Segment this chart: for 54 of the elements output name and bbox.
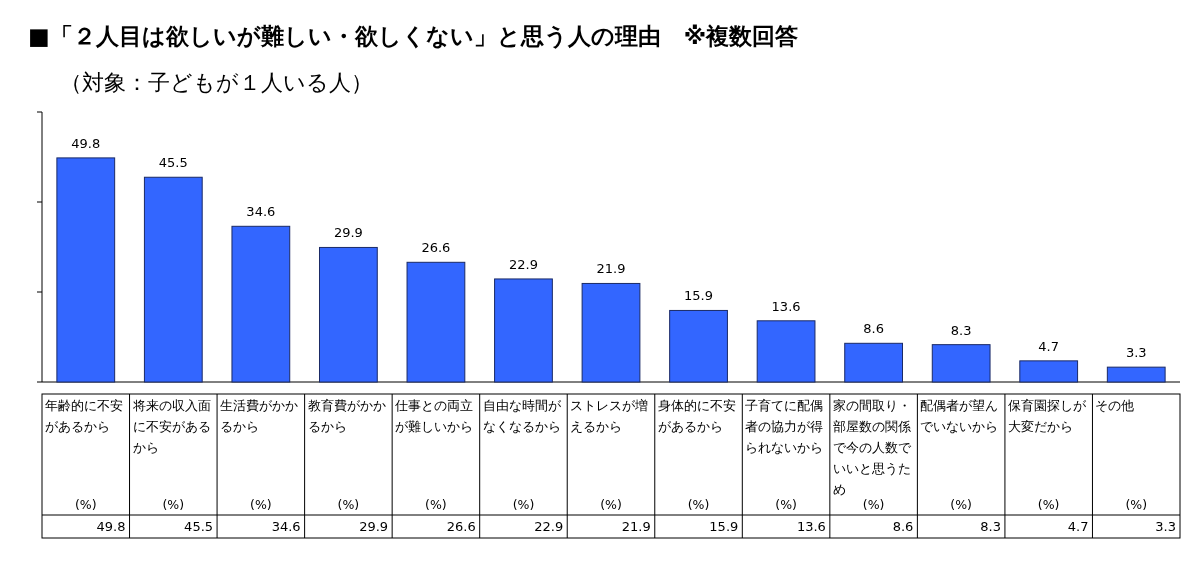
x-tick-label: 子育てに配偶者の協力が得られないから — [745, 398, 824, 455]
x-tick-label: 配偶者が望んでいないから — [920, 398, 999, 434]
text: 3.3 — [1125, 345, 1147, 361]
data-label: 49.8 — [96, 519, 126, 534]
text: (%) — [600, 497, 622, 512]
data-label: 29.9 — [359, 519, 389, 534]
text: (%) — [687, 497, 710, 512]
x-tick-label: ストレスが増えるから — [570, 398, 649, 434]
x-tick-label: 保育園探しが大変だから — [1007, 398, 1087, 434]
data-label: 4.7 — [1067, 519, 1089, 534]
text: (%) — [1037, 497, 1060, 512]
data-label: 22.9 — [534, 519, 564, 534]
text: 34.6 — [246, 204, 276, 220]
text: (%) — [862, 497, 885, 512]
x-tick-label: その他 — [1095, 398, 1135, 413]
x-tick-label: 将来の収入面に不安があるから — [131, 398, 211, 455]
text: 8.6 — [863, 321, 884, 337]
title: ■「２人目は欲しいが難しい・欲しくない」と思う人の理由 ※複数回答 — [28, 23, 799, 49]
x-tick-label: 身体的に不安があるから — [657, 398, 736, 434]
text: (%) — [1125, 497, 1148, 512]
text: (%) — [775, 497, 797, 512]
data-label: 3.3 — [1155, 519, 1176, 534]
text: (%) — [512, 497, 535, 512]
text: (%) — [337, 497, 360, 512]
text: 8.3 — [950, 322, 972, 338]
text: 26.6 — [421, 240, 451, 256]
text: (%) — [162, 497, 185, 512]
data-label: 34.6 — [271, 519, 301, 534]
data-label: 15.9 — [709, 519, 739, 534]
subtitle: （対象：子どもが１人いる人） — [60, 70, 373, 95]
x-tick-label: 教育費がかかるから — [307, 398, 386, 434]
x-tick-label: 自由な時間がなくなるから — [482, 398, 562, 434]
data-label: 26.6 — [446, 519, 476, 534]
text: 49.8 — [71, 135, 101, 151]
x-tick-label: 家の間取り・部屋数の関係で今の人数でいいと思うため — [832, 398, 912, 497]
text: (%) — [74, 497, 97, 512]
text: (%) — [425, 497, 447, 512]
x-tick-label: 生活費がかかるから — [220, 398, 299, 434]
x-tick-label: 仕事との両立が難しいから — [394, 398, 474, 434]
text: (%) — [250, 497, 272, 512]
data-label: 8.6 — [892, 519, 914, 534]
x-tick-label: 年齢的に不安があるから — [45, 398, 123, 434]
data-label: 45.5 — [184, 519, 214, 534]
text: 21.9 — [596, 261, 626, 277]
data-label: 13.6 — [796, 519, 826, 534]
text: 29.9 — [333, 225, 363, 241]
text: 22.9 — [508, 256, 538, 272]
text: 13.6 — [771, 298, 801, 314]
text: 45.5 — [158, 155, 188, 171]
text: 4.7 — [1038, 338, 1060, 354]
text: (%) — [950, 497, 972, 512]
text: 15.9 — [684, 288, 714, 304]
data-label: 8.3 — [980, 519, 1001, 534]
data-label: 21.9 — [621, 519, 651, 534]
